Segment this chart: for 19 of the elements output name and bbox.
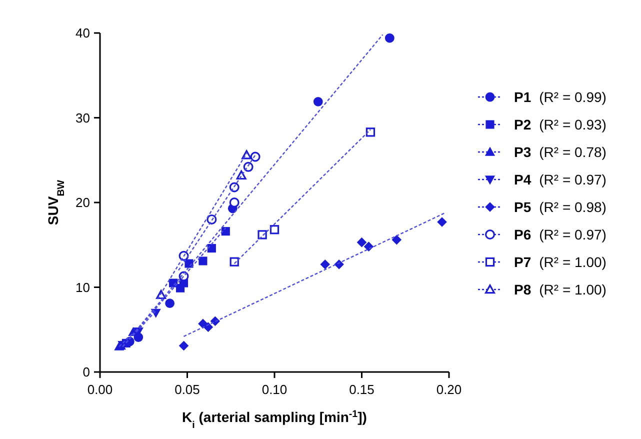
legend-label: P5 (R² = 0.98) [514,198,606,215]
y-tick-label: 0 [82,364,90,380]
y-tick-label: 30 [76,110,90,126]
legend-label: P1 (R² = 0.99) [514,88,606,105]
legend-label: P7 (R² = 1.00) [514,254,606,270]
x-tick-label: 0.20 [436,382,462,397]
legend-label: P8 (R² = 1.00) [514,281,606,298]
y-tick-label: 10 [76,280,90,295]
y-tick-label: 40 [76,26,90,41]
x-tick-label: 0.15 [349,382,374,397]
y-tick-label: 20 [76,195,90,210]
x-axis-title: K$_{i}$ (arterial sampling [min$^{-1}$]) [182,408,367,430]
x-tick-label: 0.00 [87,382,113,397]
x-tick-label: 0.10 [262,382,288,397]
legend-label: P3 (R² = 0.78) [514,144,606,160]
legend-label: P6 (R² = 0.97) [514,226,606,242]
legend-label: P2 (R² = 0.93) [514,116,606,132]
x-tick-label: 0.05 [174,382,200,397]
legend-label: P4 (R² = 0.97) [514,171,606,188]
